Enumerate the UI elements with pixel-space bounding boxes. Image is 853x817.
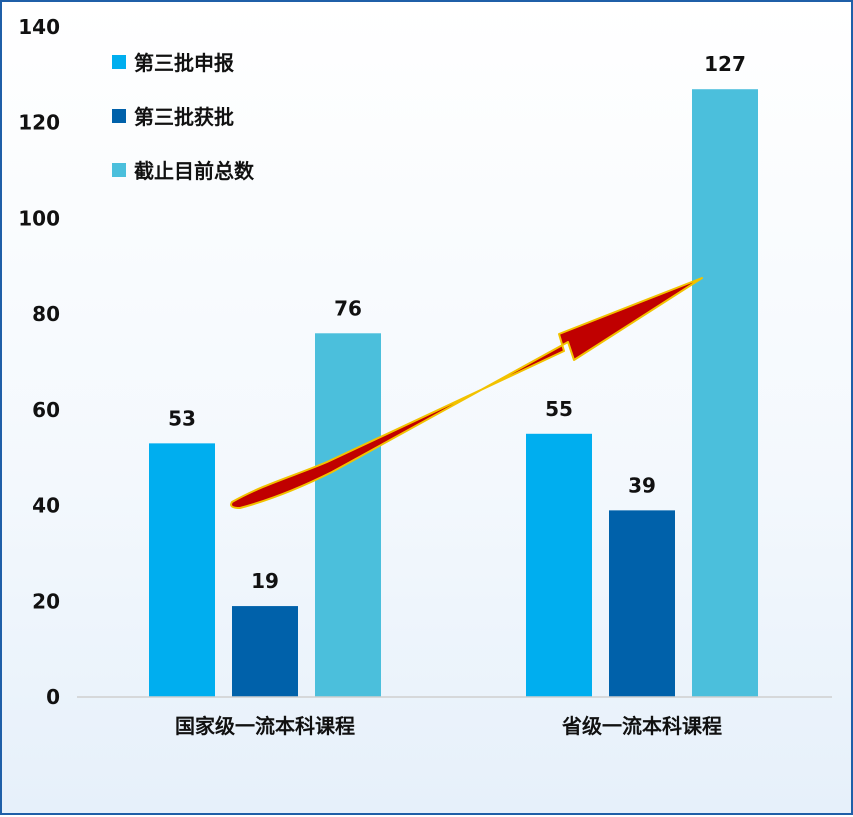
y-tick-label: 60 xyxy=(32,398,60,422)
data-label: 76 xyxy=(334,296,362,320)
bars xyxy=(149,89,758,697)
y-tick-label: 40 xyxy=(32,494,60,518)
legend-label: 第三批获批 xyxy=(134,105,234,129)
data-label: 53 xyxy=(168,406,196,430)
y-tick-label: 80 xyxy=(32,302,60,326)
x-axis: 国家级一流本科课程 省级一流本科课程 xyxy=(175,714,722,738)
y-tick-label: 100 xyxy=(18,206,60,230)
x-category-label: 省级一流本科课程 xyxy=(561,714,722,738)
bar xyxy=(315,333,381,697)
legend-label: 第三批申报 xyxy=(134,51,234,75)
y-tick-label: 120 xyxy=(18,111,60,135)
y-tick-label: 0 xyxy=(46,685,60,709)
x-category-label: 国家级一流本科课程 xyxy=(175,714,355,738)
data-label: 127 xyxy=(704,52,746,76)
data-label: 19 xyxy=(251,569,279,593)
data-label: 55 xyxy=(545,397,573,421)
data-label: 39 xyxy=(628,473,656,497)
data-labels: 53 19 76 55 39 127 xyxy=(168,52,746,593)
trend-arrow-shape xyxy=(230,277,703,509)
bar xyxy=(232,606,298,697)
bar xyxy=(526,433,592,697)
y-axis: 0 20 40 60 80 100 120 140 xyxy=(18,15,60,709)
legend-swatch xyxy=(112,55,126,69)
bar xyxy=(609,510,675,697)
legend-swatch xyxy=(112,163,126,177)
legend-label: 截止目前总数 xyxy=(134,159,255,183)
trend-arrow xyxy=(230,277,703,509)
legend-swatch xyxy=(112,109,126,123)
y-tick-label: 20 xyxy=(32,589,60,613)
bar xyxy=(692,89,758,697)
y-tick-label: 140 xyxy=(18,15,60,39)
bar xyxy=(149,443,215,697)
